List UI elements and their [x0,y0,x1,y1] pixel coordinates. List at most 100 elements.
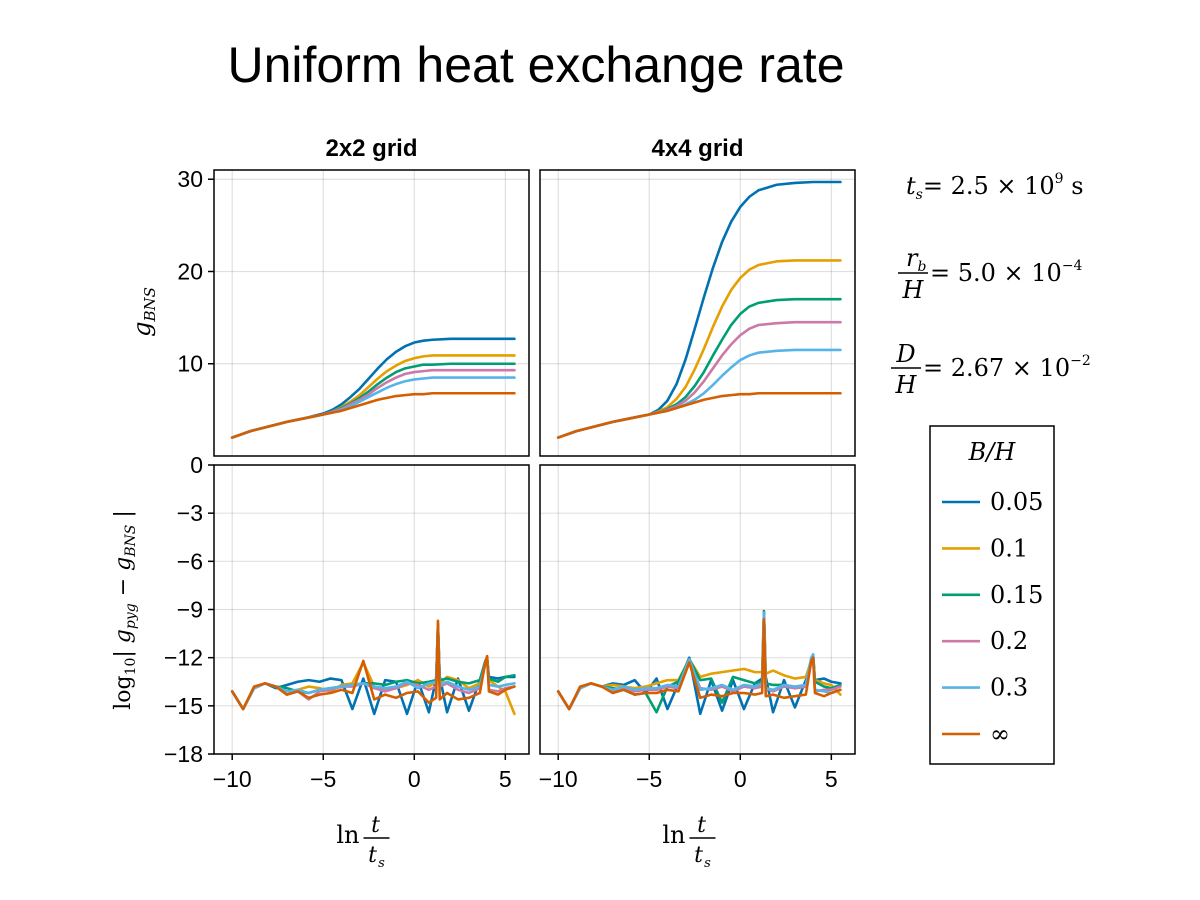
svg-text:rb: rb [906,244,926,275]
ylabel-bottom-log-sub: 10 [123,658,139,676]
series-group [230,337,516,439]
panel-bottom-left: 0 −3 −6 −9 −12 −15 −18 −10 −5 0 5 [164,452,530,792]
y-tick-label: −18 [164,741,203,767]
xlabel-right-den-sub: s [704,856,711,871]
ylabel-top-sub: BNS [141,287,159,322]
y-tick-label: −3 [177,500,203,526]
annotation-ts: ts= 2.5 × 109 s [906,171,1084,203]
legend-entry: 0.1 [942,534,1028,562]
legend: B/H 0.05 0.1 0.15 0.2 0.3 ∞ [929,425,1055,765]
x-tick-label: −10 [213,766,252,792]
svg-text:= 5.0 × 10−4: = 5.0 × 10−4 [930,258,1083,287]
legend-entry: 0.15 [942,581,1043,609]
x-tick-label: −5 [310,766,336,792]
x-tick-label: 0 [408,766,421,792]
grid [540,170,855,456]
panel-frame [539,464,856,755]
y-tick-label: −9 [177,597,203,623]
series-group [556,609,842,716]
ylabel-bottom-log: log [111,675,136,709]
series-line-∞ [230,391,516,439]
x-tick-label: −10 [539,766,578,792]
x-tick-label: 5 [499,766,512,792]
column-title-4x4: 4x4 grid [651,135,743,162]
xlabel-left-den: t [368,843,377,868]
legend-entry: ∞ [942,720,1010,748]
legend-label: 0.05 [990,488,1043,516]
xlabel-right-ln: ln [662,821,685,849]
annotation-d-rhs: = 2.67 × 10 [923,354,1070,382]
ylabel-bottom-sub1: pyg [123,603,139,629]
grid [214,464,529,755]
panel-top-left: 10 20 30 [177,166,530,457]
column-title-2x2: 2x2 grid [325,135,417,162]
annotation-ts-exp: 9 [1055,171,1064,187]
legend-label: 0.2 [990,627,1028,655]
legend-label: ∞ [990,720,1010,748]
x-tick-label: −5 [636,766,662,792]
xlabel-right-num: t [697,813,706,838]
svg-text:ts= 2.5 × 109 s: ts= 2.5 × 109 s [906,171,1084,203]
ylabel-bottom-body: | g [111,629,136,658]
series-group [230,619,516,716]
x-tick-label: 5 [825,766,838,792]
annotation-rb-num: r [906,244,919,272]
y-axis-label-top: gBNS [128,287,159,337]
series-line-∞ [230,619,516,711]
legend-label: 0.1 [990,534,1028,562]
series-group [556,180,842,439]
svg-text:gBNS: gBNS [128,287,159,337]
ylabel-bottom-post: | [111,510,136,524]
annotation-ts-rhs: = 2.5 × 10 [923,172,1055,200]
annotation-ts-unit: s [1064,172,1084,200]
x-axis-label-left: ln t t s [336,813,390,871]
panel-frame [213,169,530,457]
series-line-∞ [556,391,842,439]
x-axis-label-right: ln t t s [662,813,716,871]
xlabel-left-num: t [371,813,380,838]
annotation-rb: rb H = 5.0 × 10−4 [898,244,1083,304]
y-tick-label: −6 [177,548,203,574]
panel-bottom-right: −10 −5 0 5 [539,464,856,792]
annotation-ts-sub: s [916,187,923,203]
grid [540,464,855,755]
annotation-d: D H = 2.67 × 10−2 [891,340,1091,399]
panel-top-right [539,169,856,457]
panel-frame [539,169,856,457]
xlabel-left-den-sub: s [378,856,385,871]
grid [214,170,529,456]
legend-entry: 0.3 [942,674,1028,702]
annotation-rb-exp: −4 [1062,258,1083,274]
legend-title: B/H [968,438,1017,466]
ylabel-top-g: g [128,322,156,337]
legend-entry: 0.05 [942,488,1043,516]
y-tick-label: 30 [177,166,203,192]
legend-entries: 0.05 0.1 0.15 0.2 0.3 ∞ [942,488,1043,748]
figure-title: Uniform heat exchange rate [227,37,844,93]
annotation-d-exp: −2 [1070,353,1091,369]
annotation-d-den: H [895,371,918,399]
y-tick-label: 20 [177,258,203,284]
y-axis-label-bottom: log10| gpyg − gBNS | [111,510,139,710]
annotation-rb-num-sub: b [917,259,926,275]
annotation-d-num: D [895,340,915,368]
legend-entry: 0.2 [942,627,1028,655]
series-line-∞ [556,617,842,711]
svg-text:= 2.67 × 10−2: = 2.67 × 10−2 [923,353,1091,382]
annotation-rb-rhs: = 5.0 × 10 [930,259,1062,287]
annotation-rb-den: H [902,276,925,304]
x-tick-label: 0 [734,766,747,792]
y-tick-label: 0 [190,452,203,478]
annotation-ts-lhs: t [906,172,916,200]
y-tick-label: −12 [164,645,203,671]
ylabel-bottom-mid: − g [111,557,136,604]
y-tick-label: −15 [164,693,203,719]
y-tick-label: 10 [177,351,203,377]
ylabel-bottom-sub2: BNS [123,525,139,558]
legend-label: 0.3 [990,674,1028,702]
xlabel-left-ln: ln [336,821,359,849]
svg-text:log10| gpyg − gBNS |: log10| gpyg − gBNS | [111,510,139,710]
xlabel-right-den: t [694,843,703,868]
legend-label: 0.15 [990,581,1043,609]
